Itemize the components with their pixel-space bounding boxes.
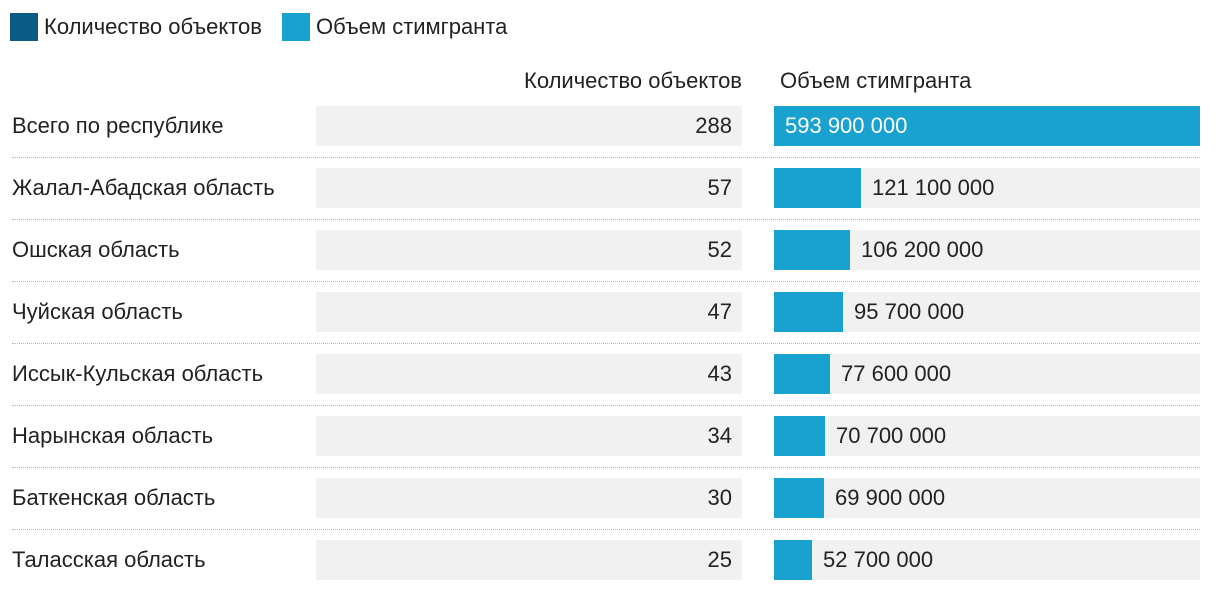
count-value: 47 [707,299,732,324]
volume-bar [774,540,812,580]
table-row: Всего по республике 288 593 900 000 [0,106,1220,168]
volume-cell: 121 100 000 [774,168,1200,208]
count-value: 43 [707,361,732,386]
count-cell: 25 [316,540,742,580]
volume-bar [774,416,825,456]
region-label: Всего по республике [12,113,224,138]
volume-value: 106 200 000 [861,237,984,262]
volume-value: 95 700 000 [854,299,965,324]
volume-value: 593 900 000 [785,113,908,138]
row-divider [12,219,1200,220]
table-row: Баткенская область 30 69 900 000 [0,478,1220,540]
count-value: 57 [707,175,732,200]
count-cell: 30 [316,478,742,518]
table-row: Жалал-Абадская область 57 121 100 000 [0,168,1220,230]
table-row: Ошская область 52 106 200 000 [0,230,1220,292]
volume-bar [774,230,850,270]
region-label: Таласская область [12,547,206,572]
count-value: 288 [695,113,732,138]
count-cell: 47 [316,292,742,332]
region-label: Ошская область [12,237,180,262]
table-row: Таласская область 25 52 700 000 [0,540,1220,602]
volume-value: 52 700 000 [823,547,934,572]
volume-value: 121 100 000 [872,175,995,200]
legend-swatch-count [10,13,38,41]
legend-item-volume: Объем стимгранта [281,13,508,41]
volume-bar [774,292,843,332]
volume-value: 69 900 000 [835,485,946,510]
row-divider [12,529,1200,530]
count-cell: 52 [316,230,742,270]
table-row: Чуйская область 47 95 700 000 [0,292,1220,354]
count-value: 52 [707,237,732,262]
region-label: Баткенская область [12,485,216,510]
row-divider [12,343,1200,344]
count-cell: 288 [316,106,742,146]
count-cell: 34 [316,416,742,456]
volume-value: 77 600 000 [841,361,952,386]
column-header-volume: Объем стимгранта [780,68,972,93]
count-cell: 57 [316,168,742,208]
legend-label-volume: Объем стимгранта [315,14,508,39]
count-value: 25 [707,547,732,572]
legend: Количество объектов Объем стимгранта [10,12,527,42]
volume-bar [774,106,1200,146]
volume-cell: 69 900 000 [774,478,1200,518]
region-label: Иссык-Кульская область [12,361,264,386]
volume-value: 70 700 000 [836,423,947,448]
region-label: Нарынская область [12,423,214,448]
count-value: 34 [707,423,732,448]
region-label: Чуйская область [12,299,183,324]
volume-cell: 70 700 000 [774,416,1200,456]
volume-cell: 52 700 000 [774,540,1200,580]
legend-item-count: Количество объектов [10,13,262,41]
volume-cell: 106 200 000 [774,230,1200,270]
row-divider [12,405,1200,406]
table-row: Нарынская область 34 70 700 000 [0,416,1220,478]
legend-label-count: Количество объектов [44,14,262,39]
count-value: 30 [707,485,732,510]
row-divider [12,467,1200,468]
volume-cell: 593 900 000 [774,106,1200,146]
volume-bar [774,354,830,394]
region-label: Жалал-Абадская область [12,175,275,200]
volume-cell: 95 700 000 [774,292,1200,332]
volume-bar [774,478,824,518]
table-row: Иссык-Кульская область 43 77 600 000 [0,354,1220,416]
legend-swatch-volume [281,13,310,41]
row-divider [12,157,1200,158]
count-cell: 43 [316,354,742,394]
column-header-count: Количество объектов [524,68,742,93]
volume-cell: 77 600 000 [774,354,1200,394]
row-divider [12,281,1200,282]
volume-bar [774,168,861,208]
